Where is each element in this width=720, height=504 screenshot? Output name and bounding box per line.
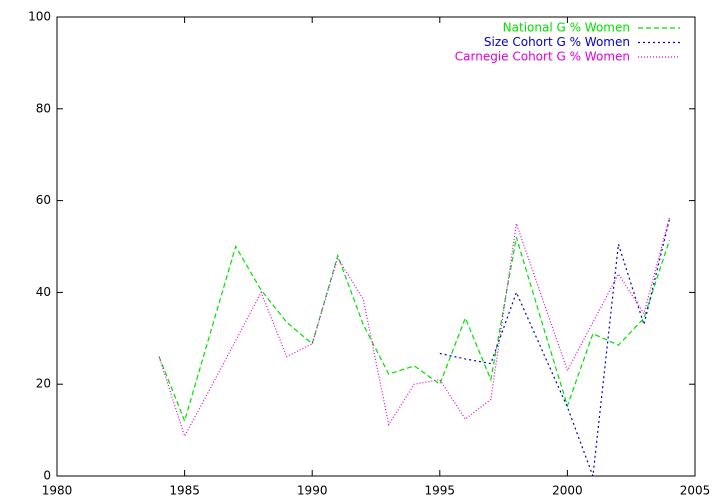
- y-tick-label: 0: [43, 469, 51, 483]
- legend-label: Carnegie Cohort G % Women: [455, 50, 630, 64]
- x-tick-label: 2005: [680, 484, 711, 498]
- x-tick-label: 1985: [169, 484, 200, 498]
- x-tick-label: 2000: [552, 484, 583, 498]
- x-tick-label: 1995: [425, 484, 456, 498]
- y-tick-label: 60: [36, 193, 51, 207]
- y-tick-label: 100: [28, 10, 51, 24]
- series-line: [439, 218, 671, 477]
- legend-label: National G % Women: [503, 21, 630, 35]
- plot-frame: [56, 16, 696, 477]
- x-tick-label: 1990: [297, 484, 328, 498]
- series-line: [158, 237, 671, 423]
- y-tick-label: 80: [36, 101, 51, 115]
- legend-label: Size Cohort G % Women: [484, 35, 630, 49]
- y-tick-label: 20: [36, 377, 51, 391]
- x-tick-label: 1980: [42, 484, 73, 498]
- y-tick-label: 40: [36, 285, 51, 299]
- series-line: [158, 216, 671, 438]
